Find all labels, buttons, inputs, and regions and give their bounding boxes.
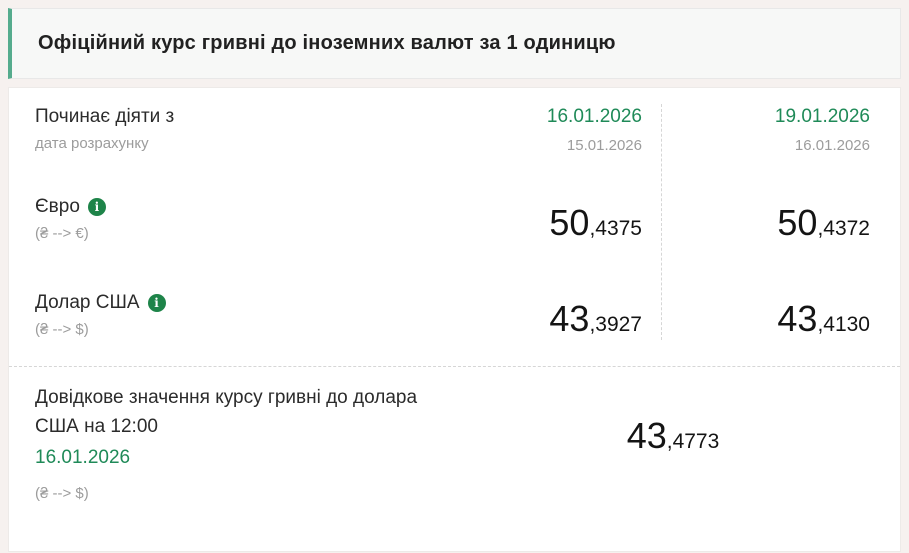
effective-date-col1: 16.01.2026 15.01.2026: [462, 102, 662, 154]
effective-date-col2: 19.01.2026 16.01.2026: [662, 102, 884, 154]
rates-card: Починає діяти з дата розрахунку 16.01.20…: [8, 87, 901, 552]
currency-row-eur-label: Євро i (₴ --> €): [35, 192, 462, 242]
rate-usd-col2: 43,4130: [662, 288, 884, 340]
rate-value-int: 50: [549, 202, 590, 243]
effective-date-1: 16.01.2026: [546, 106, 642, 127]
currency-name-usd: Долар США: [35, 292, 140, 313]
rate-value-dec: ,4375: [589, 217, 642, 240]
currency-pair-usd: (₴ --> $): [35, 321, 89, 338]
currency-name-eur: Євро: [35, 196, 80, 217]
effective-date-label-cell: Починає діяти з дата розрахунку: [35, 102, 462, 152]
reference-section: Довідкове значення курсу гривні до долар…: [35, 367, 884, 502]
rate-eur-col2: 50,4372: [662, 192, 884, 244]
rate-value-dec: ,4773: [666, 430, 720, 454]
rate-value-int: 50: [777, 202, 818, 243]
currency-row-usd-label: Долар США i (₴ --> $): [35, 288, 462, 338]
page-title: Офіційний курс гривні до іноземних валют…: [38, 32, 616, 54]
calc-date-1: 15.01.2026: [566, 137, 642, 154]
calc-date-sublabel: дата розрахунку: [35, 135, 149, 152]
reference-pair: (₴ --> $): [35, 484, 89, 502]
calc-date-2: 16.01.2026: [794, 137, 870, 154]
section-divider: [9, 366, 900, 367]
row-spacer: [35, 244, 462, 288]
reference-date: 16.01.2026: [35, 446, 131, 468]
rate-value-dec: ,3927: [589, 313, 642, 336]
rates-table: Починає діяти з дата розрахунку 16.01.20…: [35, 102, 884, 340]
rate-value-dec: ,4130: [817, 313, 870, 336]
info-icon[interactable]: i: [147, 294, 166, 312]
row-spacer: [35, 154, 462, 192]
rate-eur-col1: 50,4375: [462, 192, 662, 244]
rate-value-int: 43: [777, 298, 818, 339]
rate-value-int: 43: [549, 298, 590, 339]
rate-value-dec: ,4372: [817, 217, 870, 240]
currency-pair-eur: (₴ --> €): [35, 225, 89, 242]
reference-value-cell: 43,4773: [462, 409, 884, 457]
rate-usd-col1: 43,3927: [462, 288, 662, 340]
reference-label-cell: Довідкове значення курсу гривні до долар…: [35, 383, 462, 502]
effective-date-label: Починає діяти з: [35, 106, 175, 127]
rate-value-int: 43: [626, 415, 667, 457]
info-icon[interactable]: i: [87, 198, 106, 216]
effective-date-2: 19.01.2026: [774, 106, 870, 127]
header-card: Офіційний курс гривні до іноземних валют…: [8, 8, 901, 79]
reference-label: Довідкове значення курсу гривні до долар…: [35, 387, 418, 438]
